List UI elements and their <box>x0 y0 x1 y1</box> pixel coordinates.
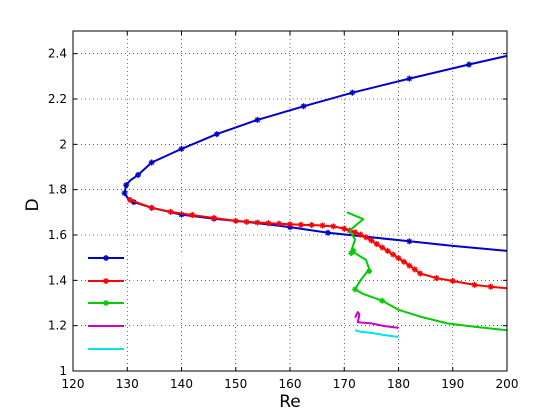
series-1-point <box>373 241 380 248</box>
series-2-point <box>352 286 359 293</box>
x-axis-label: Re <box>279 392 301 412</box>
grid <box>73 31 507 371</box>
x-tick-label: 190 <box>441 377 464 391</box>
series-1-point <box>471 281 478 288</box>
series-1-point <box>352 229 359 236</box>
series-0-point <box>135 171 142 178</box>
series-1-point <box>417 270 424 277</box>
series-1-point <box>411 266 418 273</box>
series-1-point <box>265 220 272 227</box>
series-1-point <box>330 223 337 230</box>
ticks: 120 130 140 150 160 170 180 190 200 1 1.2 1.4 1.6 1.8… <box>48 31 519 391</box>
series-1-point <box>308 222 315 229</box>
series-0-point <box>148 159 155 166</box>
legend-marker <box>103 300 109 306</box>
y-tick-label: 1.6 <box>48 228 67 242</box>
series-1-point <box>126 196 133 203</box>
x-tick-label: 170 <box>333 377 356 391</box>
series-1-point <box>406 262 413 269</box>
legend-entry-0: 4pi,8pi global <box>88 251 212 265</box>
series-layer <box>121 54 508 338</box>
series-1-point <box>384 247 391 254</box>
x-tick-label: 200 <box>496 377 519 391</box>
series-1-point <box>211 215 218 221</box>
y-tick-label: 2 <box>59 137 67 151</box>
x-tick-label: 150 <box>224 377 247 391</box>
series-1-point <box>243 218 250 225</box>
y-tick-label: 2.2 <box>48 92 67 106</box>
series-1-point <box>449 278 456 285</box>
legend-entry-4: 4pi,32pi <box>88 342 180 356</box>
series-1-point <box>433 275 440 282</box>
series-1-point <box>167 208 174 215</box>
x-tick-label: 140 <box>170 377 193 391</box>
series-0-point <box>324 229 331 236</box>
series-1-point <box>341 225 348 232</box>
series-1-point <box>297 221 304 228</box>
series-1-point <box>254 219 261 226</box>
series-1-point <box>189 212 196 219</box>
series-1-point <box>368 237 375 244</box>
legend-marker <box>103 278 109 284</box>
series-0-point <box>300 103 307 110</box>
y-tick-label: 1.8 <box>48 183 67 197</box>
series-0-point <box>466 61 473 68</box>
series-line-3 <box>354 311 399 329</box>
series-1-point <box>276 220 283 227</box>
series-1-point <box>319 222 326 229</box>
legend-label: 4pi,8pi <box>131 274 172 288</box>
series-0-point <box>406 238 413 245</box>
series-1-point <box>148 204 155 211</box>
series-0-point <box>121 190 128 197</box>
series-1-point <box>362 234 369 241</box>
series-0-point <box>254 116 261 123</box>
series-2-point <box>350 247 357 254</box>
series-1-point <box>287 221 293 228</box>
series-1-point <box>487 283 494 290</box>
series-2-point <box>379 297 386 304</box>
series-0-point <box>123 182 130 189</box>
series-line-2 <box>346 211 508 332</box>
y-tick-label: 1 <box>59 364 67 378</box>
legend-label: 4pi,16pi <box>131 296 180 310</box>
series-1-point <box>390 251 397 258</box>
y-tick-label: 1.4 <box>48 273 67 287</box>
legend-entry-3: 4pi,24pi <box>88 319 180 333</box>
series-1-point <box>232 217 239 224</box>
series-0-point <box>349 89 356 96</box>
series-1-point <box>400 258 407 265</box>
x-tick-label: 120 <box>62 377 85 391</box>
series-0-point <box>178 145 185 152</box>
y-tick-label: 1.2 <box>48 319 67 333</box>
series-0-point <box>406 75 413 82</box>
series-0-point <box>213 131 220 138</box>
x-tick-label: 160 <box>279 377 302 391</box>
y-tick-label: 2.4 <box>48 47 67 61</box>
legend-label: 4pi,24pi <box>131 319 180 333</box>
x-tick-label: 180 <box>387 377 410 391</box>
series-1-point <box>395 255 402 262</box>
legend-label: 4pi,8pi global <box>131 251 212 265</box>
legend-label: 4pi,32pi <box>131 342 180 356</box>
series-1-point <box>379 244 386 251</box>
legend-entry-2: 4pi,16pi <box>88 296 180 310</box>
series-1-point <box>357 231 364 238</box>
y-axis-label: D <box>23 198 43 211</box>
series-2-point <box>366 268 373 275</box>
x-tick-label: 130 <box>116 377 139 391</box>
legend-entry-1: 4pi,8pi <box>88 274 172 288</box>
legend: 4pi,8pi global 4pi,8pi 4pi,16pi 4pi,24pi 4pi… <box>88 251 212 356</box>
series-line-4 <box>354 329 399 338</box>
legend-marker <box>103 255 109 261</box>
